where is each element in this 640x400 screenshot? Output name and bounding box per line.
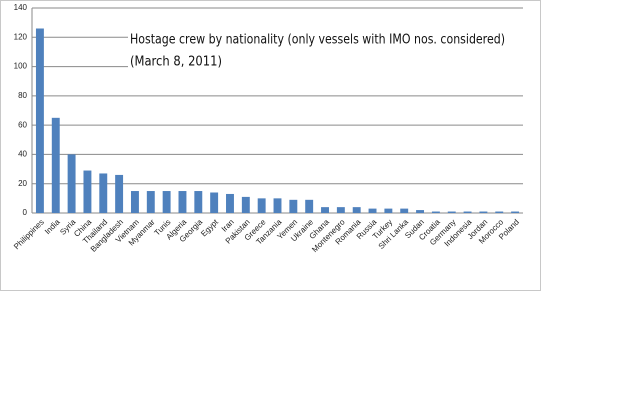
y-tick-label: 60 [18,120,27,129]
bar [431,211,440,213]
y-tick-label: 40 [18,150,27,159]
bar [289,199,298,213]
bar [305,199,314,213]
bar [67,154,76,213]
bar [178,191,187,213]
bar [479,211,488,213]
chart-subtitle: (March 8, 2011) [130,55,222,70]
bar [51,117,60,213]
y-tick-label: 80 [18,91,27,100]
bar [463,211,472,213]
title-box [128,28,523,76]
bar [321,207,329,213]
bar [194,191,203,213]
bar [336,207,345,213]
bar [495,211,504,213]
y-tick-label: 120 [14,32,28,41]
bar [400,208,409,213]
bar [130,191,139,213]
bar [241,196,250,213]
bar [115,174,124,213]
bar [273,198,282,213]
y-tick-label: 100 [14,62,28,71]
bar [511,211,520,213]
bar [83,170,92,213]
bar [368,208,377,213]
y-tick-label: 0 [23,208,28,217]
bar [146,191,155,213]
y-tick-label: 140 [14,3,28,12]
bar [162,191,171,213]
bar [210,192,219,213]
bar [226,193,234,213]
bar [352,207,361,213]
bar [416,210,425,213]
bar [384,208,393,213]
bar [447,211,456,213]
bar [257,198,266,213]
y-tick-label: 20 [18,179,27,188]
chart-title: Hostage crew by nationality (only vessel… [130,33,505,48]
bar [99,173,108,213]
bar [35,28,44,213]
